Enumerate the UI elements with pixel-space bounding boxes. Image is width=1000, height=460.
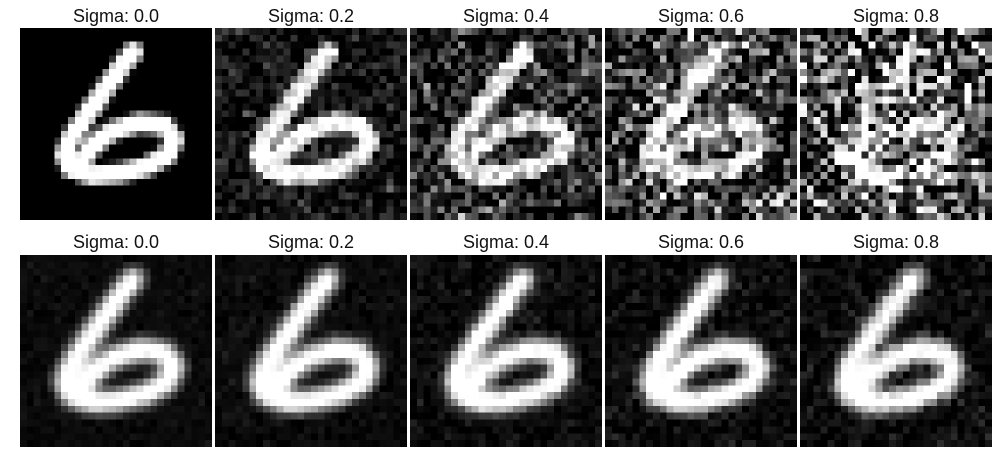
panel-title: Sigma: 0.2 [267, 232, 355, 252]
digit-image-noisy [20, 28, 212, 220]
panel-title: Sigma: 0.2 [267, 6, 355, 26]
digit-image-noisy [605, 28, 797, 220]
panel-title: Sigma: 0.8 [852, 6, 940, 26]
digit-image-noisy [215, 28, 407, 220]
panel-title: Sigma: 0.6 [657, 6, 745, 26]
panel-title: Sigma: 0.6 [657, 232, 745, 252]
digit-image-noisy [410, 28, 602, 220]
digit-image-denoised [410, 255, 602, 447]
digit-image-denoised [20, 255, 212, 447]
panel-title: Sigma: 0.0 [72, 6, 160, 26]
panel-title: Sigma: 0.4 [462, 6, 550, 26]
panel-title: Sigma: 0.0 [72, 232, 160, 252]
digit-image-noisy [800, 28, 992, 220]
digit-image-denoised [605, 255, 797, 447]
digit-image-denoised [215, 255, 407, 447]
panel-title: Sigma: 0.8 [852, 232, 940, 252]
digit-image-denoised [800, 255, 992, 447]
panel-title: Sigma: 0.4 [462, 232, 550, 252]
